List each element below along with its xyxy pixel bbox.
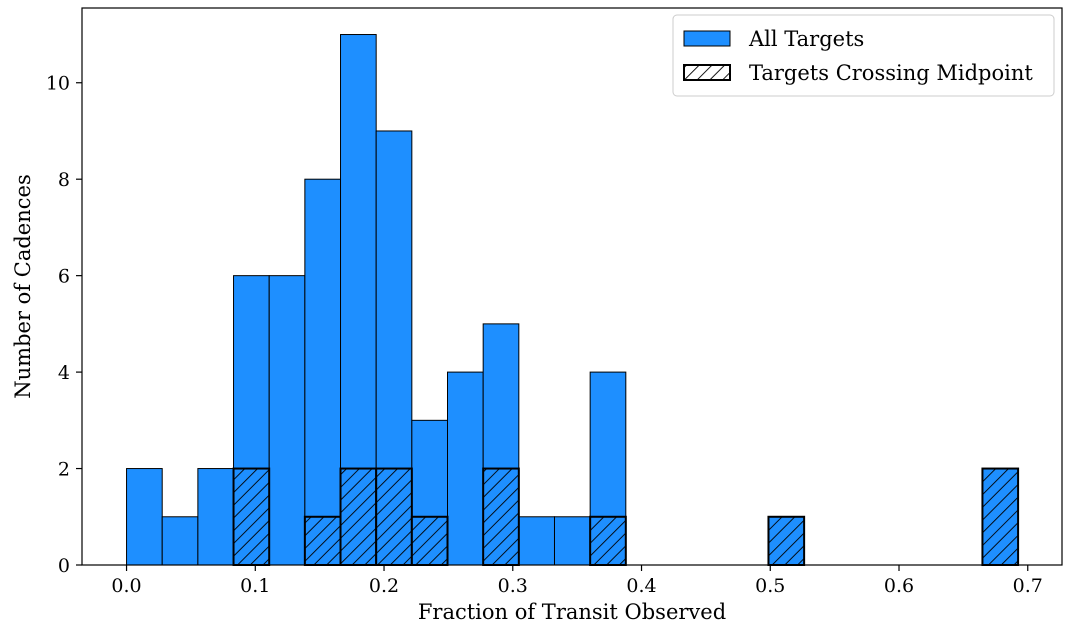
bar-all-targets-11 [519,517,555,565]
x-tick-label-7: 0.7 [1013,575,1043,597]
bar-all-targets-1 [162,517,198,565]
bar-midpoint-6 [341,469,377,565]
y-axis-label: Number of Cadences [11,174,35,398]
legend-label-midpoint: Targets Crossing Midpoint [749,61,1033,85]
y-tick-label-2: 4 [58,362,70,384]
bar-midpoint-8 [412,517,448,565]
bar-all-targets-9 [448,372,484,565]
bar-midpoint-3 [234,469,270,565]
x-axis-label: Fraction of Transit Observed [418,600,726,624]
y-axis-ticks: 0 2 4 6 8 10 [46,73,82,577]
x-tick-label-6: 0.6 [884,575,914,597]
x-tick-label-4: 0.4 [626,575,656,597]
bar-all-targets-2 [198,469,234,565]
y-tick-label-3: 6 [58,266,70,288]
y-tick-label-4: 8 [58,169,70,191]
bar-midpoint-7 [376,469,412,565]
legend-swatch-midpoint-hatch [684,65,730,80]
y-tick-label-0: 0 [58,555,70,577]
legend-swatch-all-targets [684,31,730,46]
bar-midpoint-10 [483,469,519,565]
x-tick-label-3: 0.3 [498,575,528,597]
y-tick-label-1: 2 [58,459,70,481]
legend: All Targets Targets Crossing Midpoint [673,15,1054,96]
x-tick-label-0: 0.0 [111,575,141,597]
bar-midpoint-18 [768,517,804,565]
legend-label-all-targets: All Targets [748,27,864,51]
bar-all-targets-12 [554,517,590,565]
x-tick-label-2: 0.2 [369,575,399,597]
bar-midpoint-24 [982,469,1018,565]
bar-all-targets-5 [305,179,341,565]
x-tick-label-1: 0.1 [240,575,270,597]
bar-all-targets-0 [127,469,163,565]
y-tick-label-5: 10 [46,73,70,95]
bar-midpoint-5 [305,517,341,565]
bar-midpoint-13 [590,517,626,565]
x-tick-label-5: 0.5 [755,575,785,597]
bar-all-targets-4 [269,276,305,565]
x-axis-ticks: 0.0 0.1 0.2 0.3 0.4 0.5 0.6 0.7 [111,565,1042,597]
